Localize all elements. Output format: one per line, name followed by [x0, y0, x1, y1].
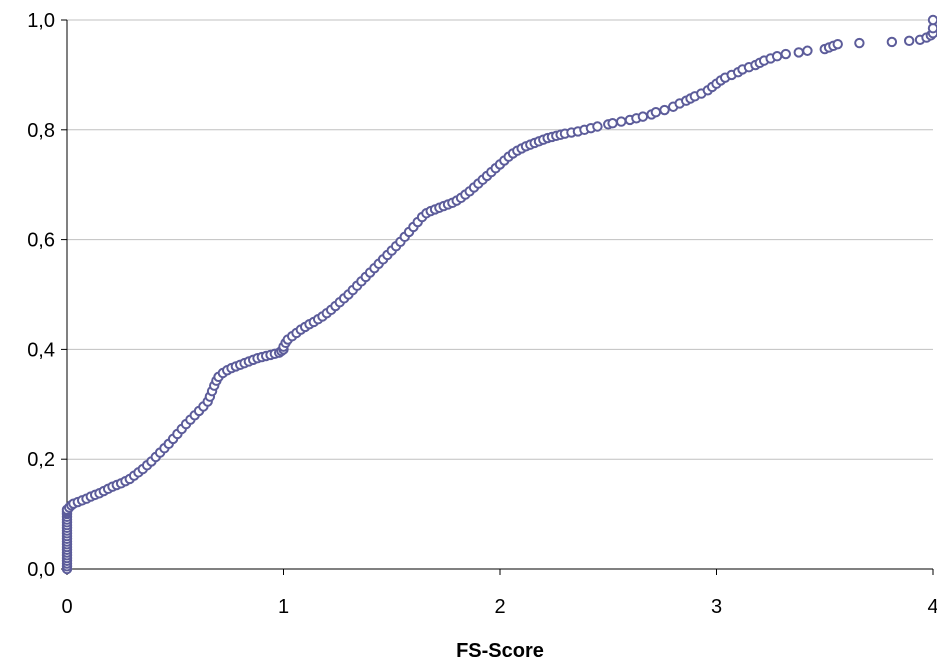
x-tick-label: 1	[278, 596, 289, 618]
points-layer	[61, 14, 937, 575]
data-point	[793, 47, 804, 58]
data-point	[854, 37, 865, 49]
data-point	[592, 121, 603, 132]
data-point	[886, 36, 898, 48]
x-tick-label: 2	[494, 596, 505, 618]
data-point	[802, 45, 813, 56]
data-point	[616, 116, 627, 127]
y-tick-label: 0,0	[27, 559, 55, 581]
y-tick-label: 0,8	[27, 120, 55, 142]
data-point	[659, 104, 670, 116]
data-point	[832, 38, 843, 50]
data-point	[903, 35, 915, 47]
y-tick-label: 0,4	[27, 339, 55, 361]
data-point	[780, 48, 791, 60]
data-point	[771, 51, 783, 62]
data-point	[607, 118, 618, 129]
x-tick-label: 4	[927, 596, 937, 618]
x-tick-label: 0	[61, 596, 72, 618]
data-point	[927, 14, 937, 26]
tick-label-layer: 0,0 0,2 0,4 0,6 0,8 1,0 0 1 2 3 4	[27, 10, 937, 618]
x-axis-title: FS-Score	[456, 640, 544, 662]
x-tick-label: 3	[711, 596, 722, 618]
data-point	[927, 23, 937, 34]
grid-layer	[67, 19, 933, 460]
y-tick-label: 0,2	[27, 449, 55, 471]
data-point	[637, 111, 649, 122]
data-point	[650, 107, 662, 118]
axis-layer	[61, 19, 934, 575]
y-tick-label: 0,6	[27, 230, 55, 252]
y-tick-label: 1,0	[27, 10, 55, 32]
